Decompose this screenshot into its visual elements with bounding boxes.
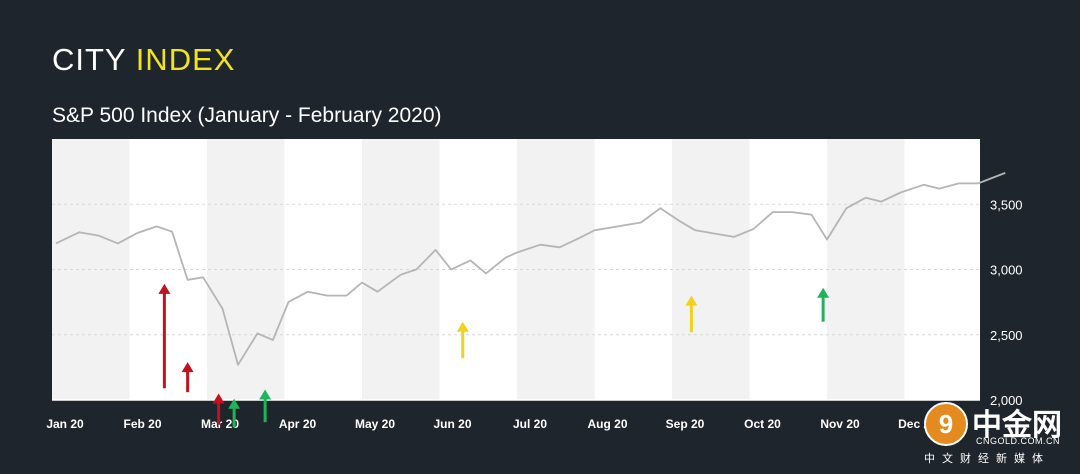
chart-subtitle: S&P 500 Index (January - February 2020) [52,104,442,127]
signal-arrows [158,283,830,428]
red-arrow [158,283,171,389]
y-tick-label: 3,500 [990,197,1023,212]
red-arrow [212,393,225,425]
cngold-tagline: 中文财经新媒体 [924,452,1050,465]
green-arrow [259,389,272,423]
cngold-watermark: 9 中金网 CNGOLD.COM.CN 中文财经新媒体 [924,398,1074,468]
x-tick-label: Jun 20 [433,417,471,431]
brand-word-city: CITY [52,42,127,77]
cngold-logo-icon: 9 [924,402,968,446]
series-line [55,172,1006,366]
green-arrow [817,287,830,322]
red-arrow [181,362,194,393]
x-tick-labels: Jan 20 Feb 20 Mar 20 Apr 20 May 20 Jun 20 Jul … [46,417,937,431]
arrow-head [158,283,171,294]
yellow-arrow [456,321,469,359]
x-tick-label: Jan 20 [46,417,84,431]
arrow-head [685,295,698,306]
brand-logo: CITY INDEX [52,42,235,78]
green-arrow [228,398,241,428]
x-tick-label: Apr 20 [279,417,317,431]
cngold-url: CNGOLD.COM.CN [976,436,1061,446]
arrow-head [181,362,194,373]
y-tick-label: 3,000 [990,263,1023,278]
y-tick-labels: 3,500 3,000 2,500 2,000 [990,197,1023,408]
arrow-head [212,393,225,404]
brand-word-index: INDEX [135,42,236,77]
yellow-arrow [685,295,698,333]
arrow-head [228,398,241,409]
arrow-head [456,321,469,332]
y-tick-label: 2,500 [990,328,1023,343]
x-tick-label: Nov 20 [820,417,860,431]
x-tick-label: Oct 20 [744,417,781,431]
cngold-name: 中金网 [972,408,1062,443]
x-tick-label: Feb 20 [123,417,161,431]
x-tick-label: Aug 20 [587,417,627,431]
y-tick-label: 2,000 [990,393,1023,408]
x-tick-label: Mar 20 [201,417,239,431]
x-tick-label: May 20 [355,417,395,431]
x-tick-label: Sep 20 [666,417,705,431]
arrow-head [259,389,272,400]
x-tick-label: Jul 20 [513,417,547,431]
arrow-head [817,287,830,298]
series-group [55,172,1006,366]
